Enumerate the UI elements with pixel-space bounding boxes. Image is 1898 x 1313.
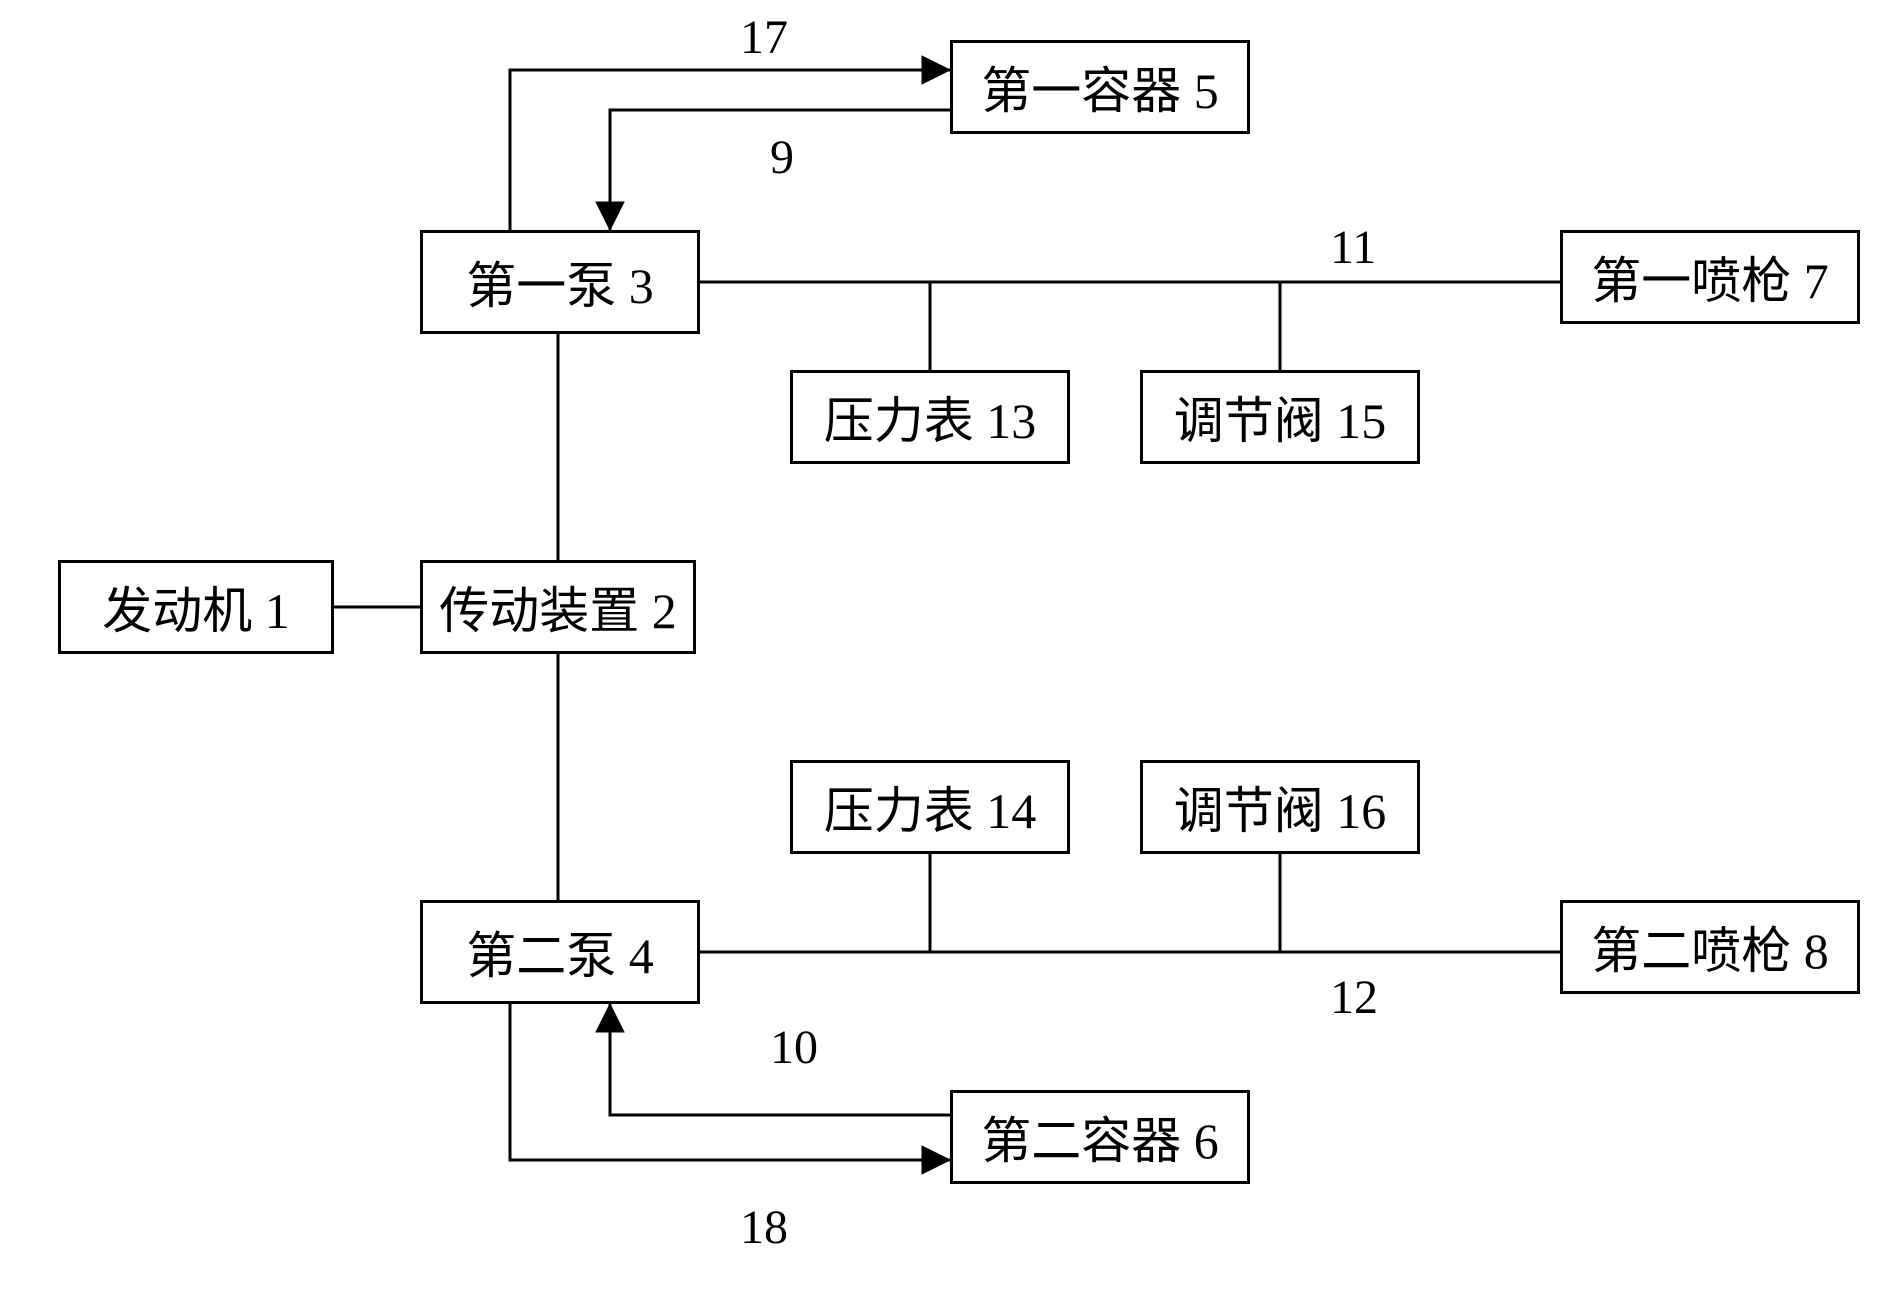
node-gun2: 第二喷枪 8 bbox=[1560, 900, 1860, 994]
edge-label-17: 17 bbox=[740, 10, 788, 65]
node-valve1: 调节阀 15 bbox=[1140, 370, 1420, 464]
node-tank2-label: 第二容器 6 bbox=[981, 1101, 1219, 1173]
diagram-canvas: 发动机 1 传动装置 2 第一泵 3 第二泵 4 第一容器 5 第二容器 6 第… bbox=[0, 0, 1898, 1313]
node-valve2-label: 调节阀 16 bbox=[1174, 771, 1387, 843]
node-pump2-label: 第二泵 4 bbox=[466, 916, 654, 988]
node-valve2: 调节阀 16 bbox=[1140, 760, 1420, 854]
edge-label-11-text: 11 bbox=[1330, 221, 1376, 274]
node-engine-label: 发动机 1 bbox=[102, 571, 290, 643]
node-gauge2: 压力表 14 bbox=[790, 760, 1070, 854]
node-gun2-label: 第二喷枪 8 bbox=[1591, 911, 1829, 983]
edge-label-11: 11 bbox=[1330, 220, 1376, 275]
edge-label-10: 10 bbox=[770, 1020, 818, 1075]
node-pump1: 第一泵 3 bbox=[420, 230, 700, 334]
arrow-10 bbox=[596, 1004, 624, 1032]
edge-17 bbox=[510, 70, 950, 230]
node-gauge1: 压力表 13 bbox=[790, 370, 1070, 464]
arrow-17 bbox=[922, 56, 950, 84]
edge-label-12: 12 bbox=[1330, 970, 1378, 1025]
edge-label-17-text: 17 bbox=[740, 11, 788, 64]
node-gun1: 第一喷枪 7 bbox=[1560, 230, 1860, 324]
node-transmission-label: 传动装置 2 bbox=[439, 571, 677, 643]
node-pump1-label: 第一泵 3 bbox=[466, 246, 654, 318]
node-tank1-label: 第一容器 5 bbox=[981, 51, 1219, 123]
edge-label-9-text: 9 bbox=[770, 131, 794, 184]
node-tank1: 第一容器 5 bbox=[950, 40, 1250, 134]
node-engine: 发动机 1 bbox=[58, 560, 334, 654]
node-pump2: 第二泵 4 bbox=[420, 900, 700, 1004]
node-gauge2-label: 压力表 14 bbox=[824, 771, 1037, 843]
node-valve1-label: 调节阀 15 bbox=[1174, 381, 1387, 453]
node-gauge1-label: 压力表 13 bbox=[824, 381, 1037, 453]
node-gun1-label: 第一喷枪 7 bbox=[1591, 241, 1829, 313]
edge-18 bbox=[510, 1004, 950, 1160]
arrow-18 bbox=[922, 1146, 950, 1174]
edge-label-10-text: 10 bbox=[770, 1021, 818, 1074]
node-transmission: 传动装置 2 bbox=[420, 560, 696, 654]
edge-label-18-text: 18 bbox=[740, 1201, 788, 1254]
connectors bbox=[0, 0, 1898, 1313]
edge-label-12-text: 12 bbox=[1330, 971, 1378, 1024]
arrow-9 bbox=[596, 202, 624, 230]
edge-label-18: 18 bbox=[740, 1200, 788, 1255]
edge-label-9: 9 bbox=[770, 130, 794, 185]
node-tank2: 第二容器 6 bbox=[950, 1090, 1250, 1184]
